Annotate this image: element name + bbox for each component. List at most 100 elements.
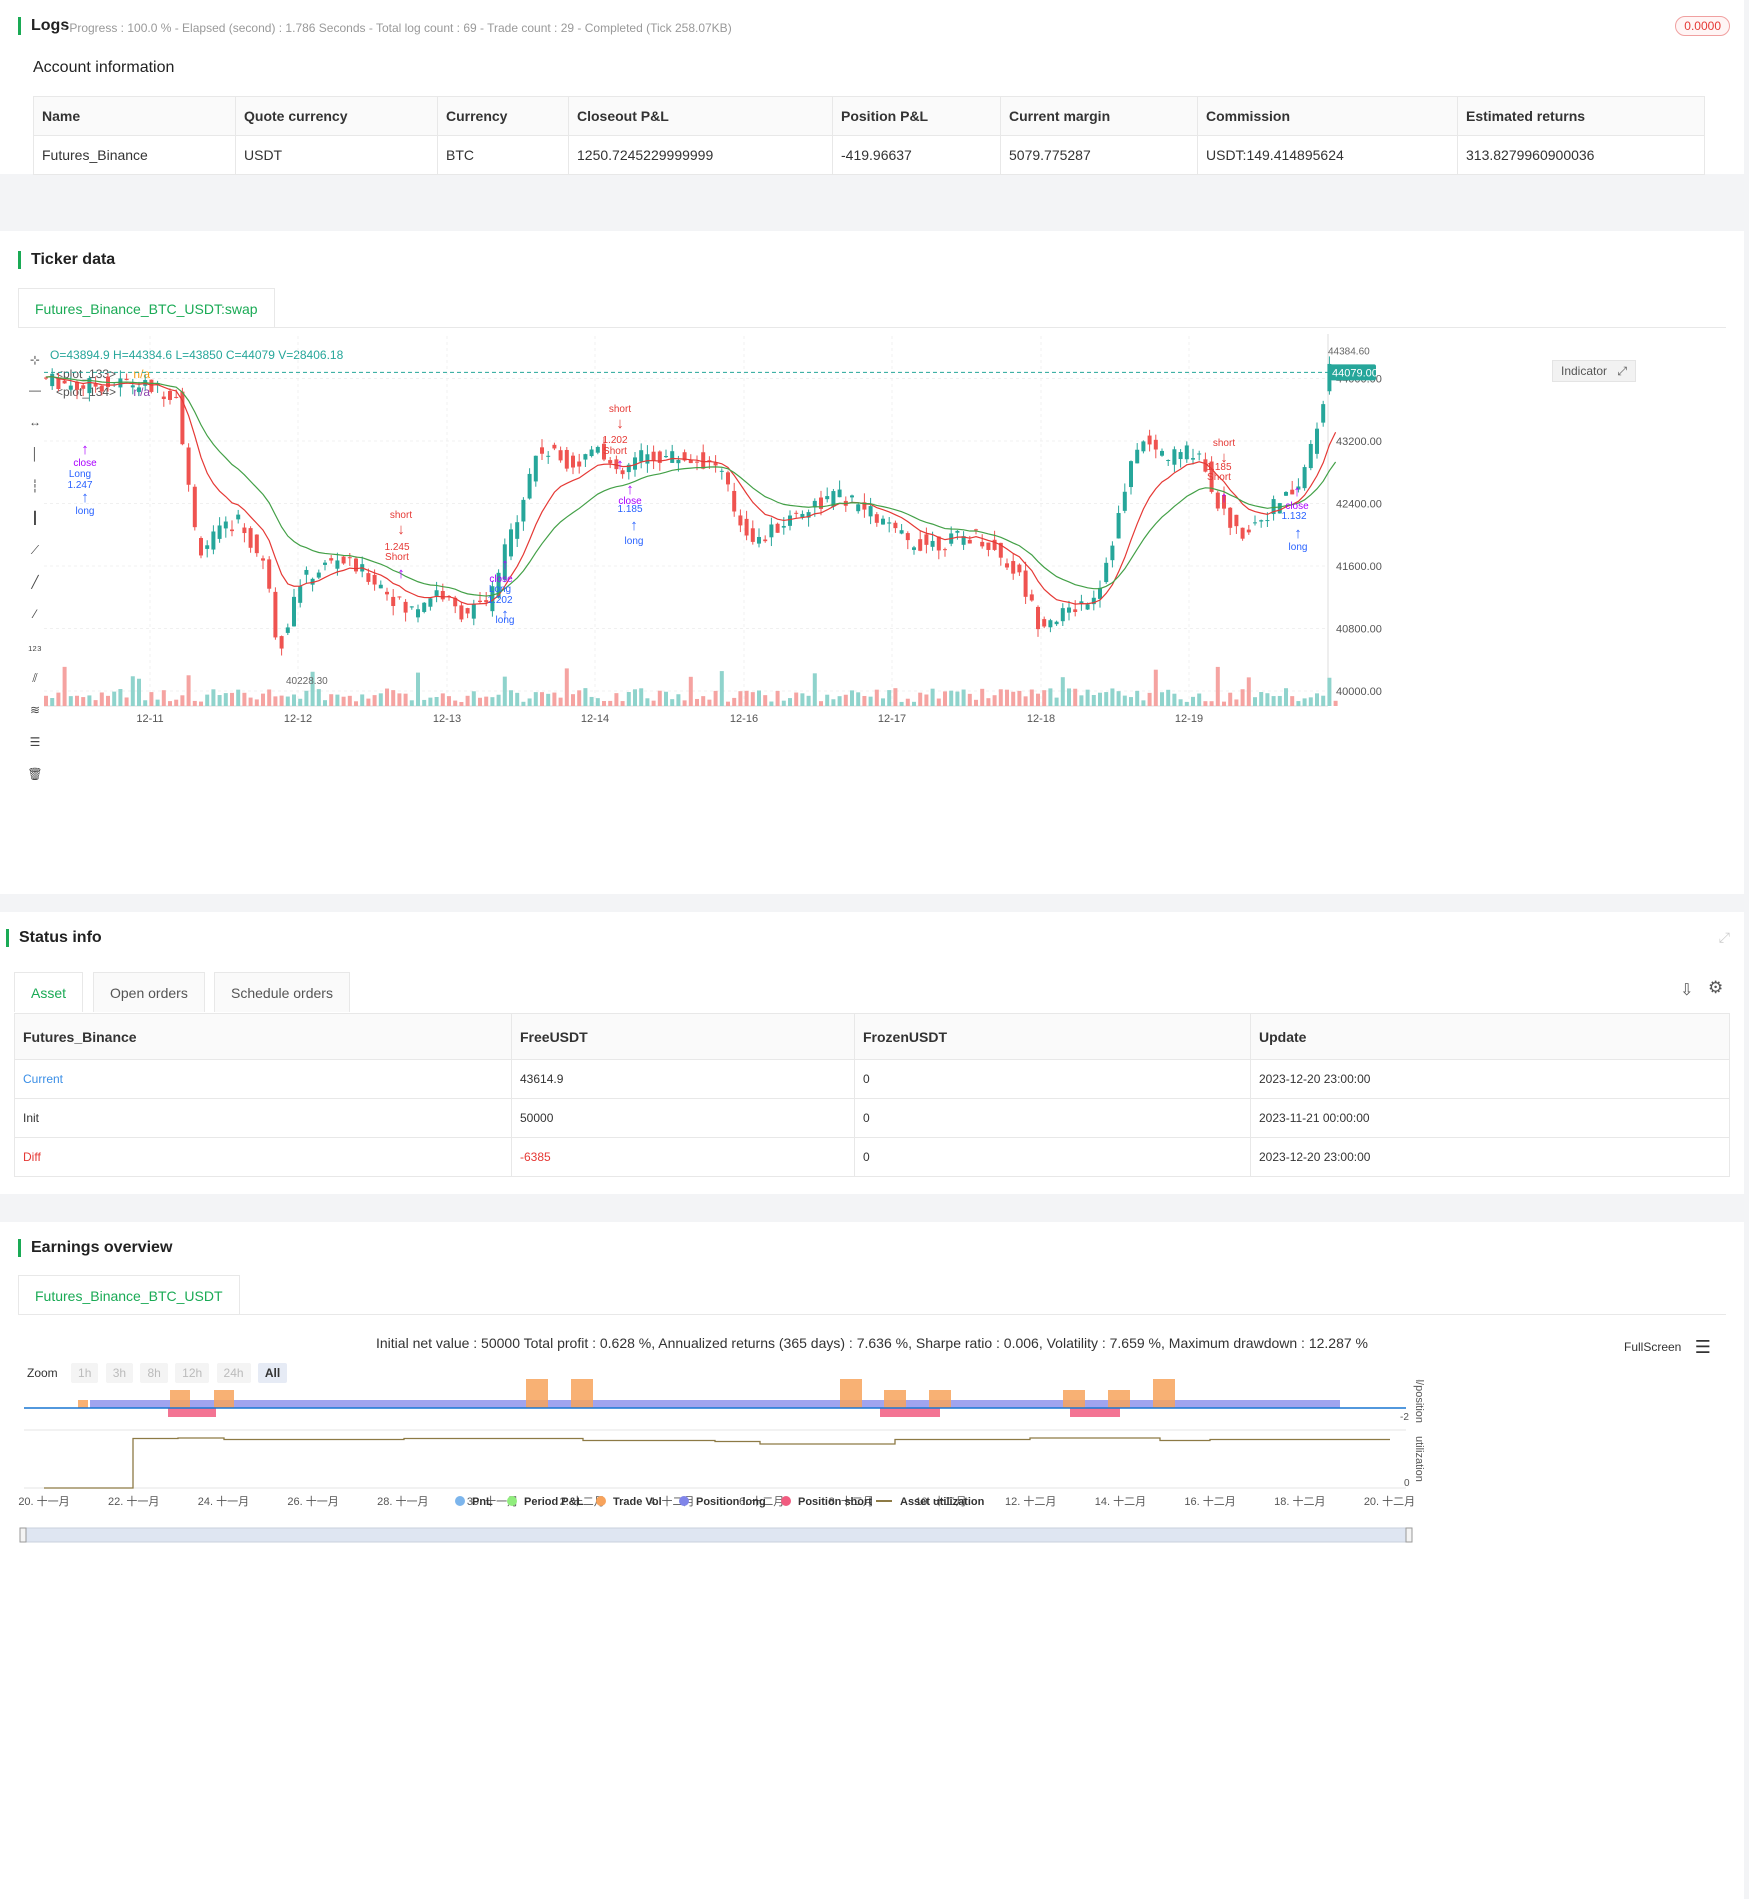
volume-bar <box>112 691 117 706</box>
candle-body <box>967 539 972 544</box>
candle-body <box>763 539 768 542</box>
volume-bar <box>273 696 278 706</box>
volume-bar <box>440 693 445 706</box>
signal-close-label: close <box>489 574 513 585</box>
volume-bar <box>949 690 954 706</box>
trend-line-tool-icon[interactable]: ⟋ <box>30 543 40 557</box>
zoom-24h-button[interactable]: 24h <box>216 1363 251 1383</box>
volume-bar <box>502 676 507 706</box>
candle-body <box>236 514 241 520</box>
trade-vol-bar <box>571 1379 593 1408</box>
candle-body <box>571 455 575 468</box>
fib-tool-icon[interactable]: ≋ <box>29 703 41 717</box>
vertical-line-tool-icon[interactable]: │ <box>31 447 39 461</box>
volume-bar <box>1054 697 1059 706</box>
crosshair-tool-icon[interactable]: ⊹ <box>29 353 41 367</box>
expand-icon[interactable]: ⤢ <box>1617 364 1627 378</box>
signal-short-label: short <box>1213 438 1235 449</box>
zoom-all-button[interactable]: All <box>257 1363 288 1383</box>
tab-divider <box>18 327 1726 328</box>
date-axis-label: 12-18 <box>1027 713 1055 725</box>
volume-bar <box>329 694 334 706</box>
volume-bar <box>626 692 631 706</box>
trash-icon[interactable]: 🗑 <box>27 767 43 781</box>
parallel-channel-tool-icon[interactable]: ⫽ <box>32 671 38 685</box>
status-panel: Status info ⤢ Asset Open orders Schedule… <box>0 912 1744 1194</box>
volume-bar <box>459 701 464 706</box>
volume-bar <box>670 699 675 706</box>
volume-bar <box>155 699 160 706</box>
zoom-8h-button[interactable]: 8h <box>140 1363 168 1383</box>
tab-open-orders[interactable]: Open orders <box>93 972 205 1012</box>
candle-body <box>1005 563 1009 568</box>
candle-body <box>1296 486 1301 490</box>
x-axis-label: 12. 十二月 <box>1005 1494 1056 1508</box>
candle-body <box>874 514 879 523</box>
volume-bar <box>651 700 656 706</box>
tab-schedule-orders[interactable]: Schedule orders <box>214 972 350 1012</box>
candle-body <box>484 600 489 603</box>
zoom-12h-button[interactable]: 12h <box>175 1363 210 1383</box>
candle-body <box>639 450 644 462</box>
candle-body <box>633 457 637 470</box>
tab-divider <box>18 1314 1726 1315</box>
candle-body <box>391 596 396 607</box>
asset-row-init: Init 50000 0 2023-11-21 00:00:00 <box>14 1098 1730 1138</box>
zoom-3h-button[interactable]: 3h <box>105 1363 134 1383</box>
horizontal-line-tool-icon[interactable]: — <box>29 383 41 397</box>
trade-vol-bar <box>1153 1379 1175 1408</box>
volume-bar <box>1011 691 1016 706</box>
volume-bar <box>242 692 247 706</box>
candle-body <box>1048 620 1053 628</box>
candle-body <box>998 542 1003 558</box>
candle-body <box>651 451 656 461</box>
horizontal-ray-tool-icon[interactable]: ↔ <box>29 415 41 429</box>
menu-icon[interactable]: ☰ <box>1694 1337 1711 1357</box>
candle-body <box>1166 460 1171 462</box>
candle-body <box>310 578 315 585</box>
price-label-tool-icon[interactable]: ₁₂₃ <box>28 639 42 653</box>
current-price-tag <box>1330 364 1376 381</box>
x-axis-label: 16. 十二月 <box>1184 1494 1235 1508</box>
download-icon[interactable]: ⇩ <box>1680 982 1694 999</box>
zoom-1h-button[interactable]: 1h <box>71 1363 99 1383</box>
indicator-button[interactable]: Indicator ⤢ <box>1552 360 1636 382</box>
fullscreen-button[interactable]: FullScreen ☰ <box>1624 1337 1711 1358</box>
volume-bar <box>843 694 848 706</box>
low-price-label: 40228.30 <box>286 676 328 687</box>
legend-dot-icon <box>781 1496 791 1506</box>
volume-bar <box>335 694 340 706</box>
candle-body <box>304 569 309 575</box>
volume-bar <box>1122 695 1127 706</box>
volume-bar <box>862 695 867 706</box>
account-col-header: Position P&L <box>832 96 1001 136</box>
candle-body <box>930 540 935 547</box>
vertical-ray-tool-icon[interactable]: ┃ <box>31 511 39 525</box>
settings-gear-icon[interactable]: ⚙ <box>1708 978 1724 997</box>
candle-body <box>403 601 408 613</box>
volume-bar <box>1321 695 1326 706</box>
logs-badge[interactable]: 0.0000 <box>1675 16 1730 36</box>
tab-ticker-symbol[interactable]: Futures_Binance_BTC_USDT:swap <box>18 288 275 328</box>
status-expand-icon[interactable]: ⤢ <box>1718 929 1730 945</box>
candle-body <box>397 596 402 598</box>
candle-body <box>292 596 296 627</box>
account-cell: Futures_Binance <box>33 135 236 175</box>
volume-bar <box>961 689 966 706</box>
volume-bar <box>422 699 427 706</box>
volume-bar <box>1184 701 1189 706</box>
tab-earnings-symbol[interactable]: Futures_Binance_BTC_USDT <box>18 1275 240 1315</box>
ray-tool-icon[interactable]: ╱ <box>31 575 39 589</box>
tab-asset[interactable]: Asset <box>14 972 84 1012</box>
volume-bar <box>1060 677 1065 706</box>
vertical-segment-tool-icon[interactable]: ┆ <box>31 479 39 493</box>
candle-body <box>106 376 110 387</box>
volume-bar <box>967 693 972 706</box>
gann-fan-tool-icon[interactable]: ☰ <box>29 735 41 749</box>
candle-body <box>1029 594 1034 601</box>
candle-body <box>856 504 861 512</box>
position-long-band <box>90 1400 1340 1408</box>
volume-bar <box>354 701 358 706</box>
volume-bar <box>1203 701 1208 706</box>
extended-line-tool-icon[interactable]: ⁄ <box>33 607 36 621</box>
